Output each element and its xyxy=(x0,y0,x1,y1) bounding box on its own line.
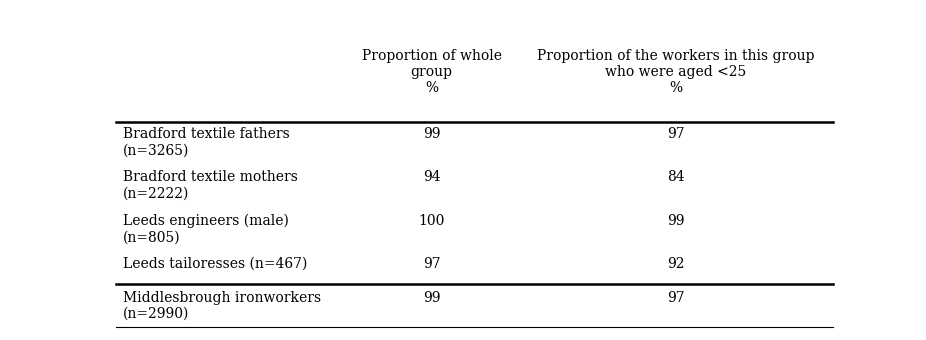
Text: Bradford textile mothers
(n=2222): Bradford textile mothers (n=2222) xyxy=(123,170,298,201)
Text: 84: 84 xyxy=(667,170,684,184)
Text: 97: 97 xyxy=(667,127,684,141)
Text: 99: 99 xyxy=(423,127,440,141)
Text: 94: 94 xyxy=(422,170,441,184)
Text: 100: 100 xyxy=(419,214,444,227)
Text: Proportion of whole
group
%: Proportion of whole group % xyxy=(361,49,502,95)
Text: 97: 97 xyxy=(422,257,441,271)
Text: Leeds engineers (male)
(n=805): Leeds engineers (male) (n=805) xyxy=(123,214,289,244)
Text: 92: 92 xyxy=(667,257,684,271)
Text: Middlesbrough ironworkers
(n=2990): Middlesbrough ironworkers (n=2990) xyxy=(123,291,321,321)
Text: 99: 99 xyxy=(423,291,440,305)
Text: 99: 99 xyxy=(667,214,684,227)
Text: 97: 97 xyxy=(667,291,684,305)
Text: Leeds tailoresses (n=467): Leeds tailoresses (n=467) xyxy=(123,257,307,271)
Text: Bradford textile fathers
(n=3265): Bradford textile fathers (n=3265) xyxy=(123,127,290,157)
Text: Proportion of the workers in this group
who were aged <25
%: Proportion of the workers in this group … xyxy=(537,49,814,95)
